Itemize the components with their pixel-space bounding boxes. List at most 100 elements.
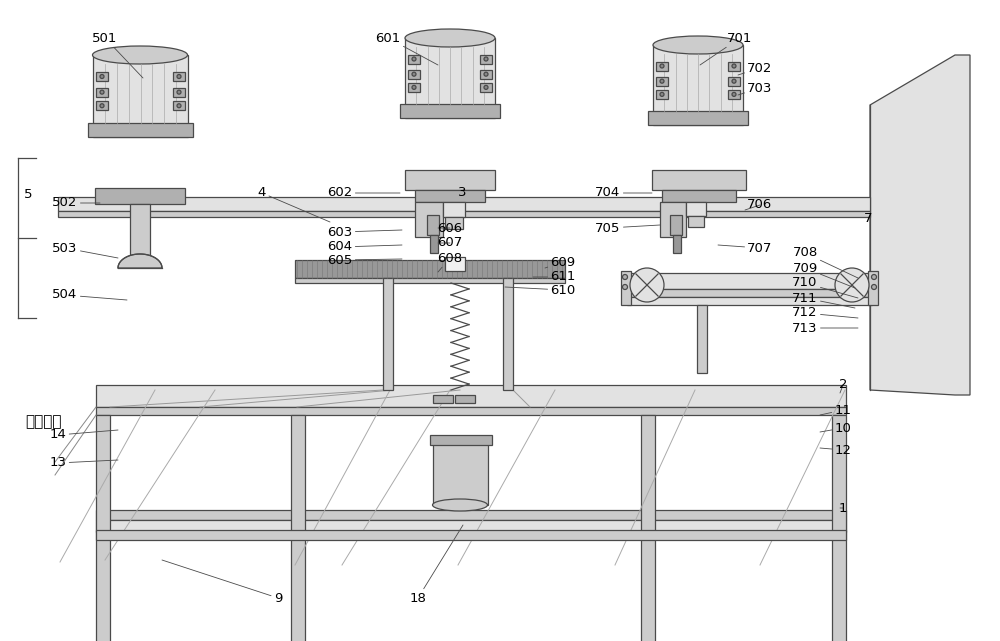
Circle shape [660, 79, 664, 83]
Text: 711: 711 [792, 292, 855, 308]
Bar [408, 83, 420, 92]
Bar [173, 72, 185, 81]
Text: 703: 703 [738, 81, 773, 95]
Bar [480, 54, 492, 63]
Bar [383, 278, 393, 390]
Bar [408, 70, 420, 79]
Circle shape [835, 268, 869, 302]
Bar [480, 70, 492, 79]
Text: 701: 701 [700, 31, 753, 65]
Bar [445, 217, 463, 229]
Circle shape [622, 274, 628, 279]
Circle shape [732, 64, 736, 68]
Bar [443, 202, 465, 217]
Ellipse shape [405, 29, 495, 47]
Bar [58, 211, 870, 217]
Bar [868, 271, 878, 305]
Bar [660, 202, 686, 237]
Bar [88, 123, 193, 137]
Bar [648, 111, 748, 125]
Circle shape [484, 57, 488, 61]
Text: 710: 710 [792, 276, 858, 298]
Circle shape [412, 57, 416, 61]
Text: 502: 502 [52, 197, 100, 210]
Text: 704: 704 [595, 187, 652, 199]
Text: 7: 7 [864, 212, 872, 224]
Text: 13: 13 [50, 456, 118, 469]
Bar [408, 54, 420, 63]
Bar [627, 273, 872, 289]
Text: 606: 606 [437, 222, 463, 235]
Bar [728, 90, 740, 99]
Bar [445, 257, 465, 271]
Text: 608: 608 [437, 251, 463, 272]
Bar [686, 202, 706, 216]
Bar [415, 202, 443, 237]
Bar [662, 190, 736, 202]
Text: 5: 5 [24, 188, 32, 201]
Text: 706: 706 [745, 199, 773, 212]
Text: 11: 11 [820, 403, 852, 417]
Bar [652, 170, 746, 190]
Bar [656, 77, 668, 86]
Circle shape [177, 74, 181, 78]
Text: 光学玻璃: 光学玻璃 [25, 415, 62, 429]
Text: 609: 609 [545, 256, 576, 269]
Circle shape [177, 90, 181, 94]
Bar [405, 170, 495, 190]
Bar [430, 235, 438, 253]
Circle shape [100, 90, 104, 94]
Ellipse shape [92, 46, 188, 64]
Text: 12: 12 [820, 444, 852, 456]
Bar [627, 297, 872, 305]
Text: 602: 602 [327, 187, 400, 199]
Bar [480, 83, 492, 92]
Circle shape [872, 274, 876, 279]
Circle shape [177, 104, 181, 108]
Circle shape [872, 285, 876, 290]
Text: 1: 1 [839, 501, 847, 515]
Circle shape [660, 92, 664, 96]
Text: 18: 18 [410, 525, 463, 604]
Bar [621, 271, 631, 305]
Bar [503, 278, 513, 390]
Bar [58, 197, 870, 211]
Bar [433, 440, 488, 505]
Text: 503: 503 [52, 242, 118, 258]
Bar [728, 77, 740, 86]
Ellipse shape [653, 36, 743, 54]
Circle shape [660, 64, 664, 68]
Text: 708: 708 [792, 247, 858, 278]
Text: 605: 605 [327, 253, 402, 267]
Ellipse shape [432, 499, 488, 511]
Bar [728, 62, 740, 71]
Bar [96, 385, 846, 407]
Text: 9: 9 [162, 560, 282, 604]
Circle shape [100, 74, 104, 78]
Bar [697, 305, 707, 373]
Circle shape [412, 85, 416, 89]
Text: 3: 3 [458, 187, 466, 199]
Text: 501: 501 [92, 31, 143, 78]
Bar [430, 435, 492, 445]
Circle shape [732, 79, 736, 83]
Bar [656, 90, 668, 99]
Bar [96, 520, 846, 532]
Bar [641, 415, 655, 641]
Text: 504: 504 [52, 288, 127, 301]
Bar [688, 216, 704, 227]
Bar [627, 289, 872, 297]
Bar [427, 215, 439, 235]
Bar [295, 260, 565, 278]
Bar [670, 215, 682, 235]
Bar [295, 278, 565, 283]
Bar [673, 235, 681, 253]
Text: 4: 4 [258, 187, 330, 222]
Bar [173, 101, 185, 110]
Text: 707: 707 [718, 242, 773, 254]
Circle shape [622, 285, 628, 290]
Text: 705: 705 [595, 222, 660, 235]
Polygon shape [870, 55, 970, 395]
Text: 14: 14 [50, 428, 118, 442]
Bar [96, 530, 846, 540]
